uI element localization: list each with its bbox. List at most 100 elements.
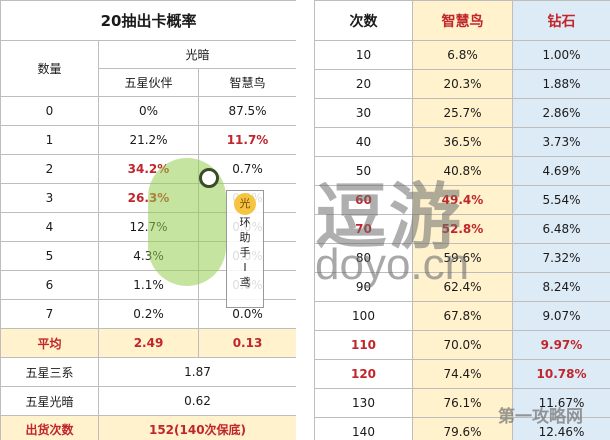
row-diamond: 1.88% [512,69,610,99]
row-bird: 25.7% [412,98,513,128]
table-row: 140 79.6% 12.46% [314,417,610,440]
table-row: 30 25.7% 2.86% [314,98,610,128]
card-probability-table: 20抽出卡概率 数量 光暗 五星伙伴 智慧鸟 0 0% 87.5% 1 21.2… [0,0,298,440]
mascot-eye-icon [199,168,219,188]
row-bird: 79.6% [412,417,513,440]
row-bird: 67.8% [412,301,513,331]
row-pulls: 60 [314,185,413,215]
table-row: 0 0% 87.5% [0,96,298,126]
row-pulls: 130 [314,388,413,418]
table-row: 2 34.2% 0.7% [0,154,298,184]
row-diamond: 4.69% [512,156,610,186]
row-diamond: 9.07% [512,301,610,331]
row-pulls: 30 [314,98,413,128]
pull-count-row: 出货次数 152(140次保底) [0,415,298,440]
diamond-header: 钻石 [512,0,610,41]
table-row: 120 74.4% 10.78% [314,359,610,389]
watermark-logo: 逗游 [315,175,464,259]
row-diamond: 6.48% [512,214,610,244]
average-row: 平均 2.49 0.13 [0,328,298,358]
summary-value: 0.62 [97,386,298,416]
row-bird: 49.4% [412,185,513,215]
row-diamond: 5.54% [512,185,610,215]
row-pulls: 10 [314,40,413,70]
helper-char: 手 [239,246,251,259]
row-count: 1 [0,125,99,155]
row-pulls: 70 [314,214,413,244]
row-five-star: 0.2% [98,299,199,329]
table-row: 1 21.2% 11.7% [0,125,298,155]
row-five-star: 21.2% [98,125,199,155]
summary-label: 五星三系 [0,357,99,387]
row-count: 7 [0,299,99,329]
row-bird: 74.4% [412,359,513,389]
row-count: 2 [0,154,99,184]
average-five-star: 2.49 [98,328,199,358]
table-gap [296,0,314,440]
row-diamond: 1.00% [512,40,610,70]
row-diamond: 9.97% [512,330,610,360]
row-bird: 87.5% [197,96,298,126]
summary-label: 五星光暗 [0,386,99,416]
row-diamond: 11.67% [512,388,610,418]
corner-watermark: 第一攻略网 [498,407,583,427]
summary-value: 1.87 [97,357,298,387]
count-header: 数量 [0,40,99,97]
row-diamond: 2.86% [512,98,610,128]
row-count: 0 [0,96,99,126]
row-bird: 52.8% [412,214,513,244]
row-diamond: 3.73% [512,127,610,157]
row-bird: 36.5% [412,127,513,157]
helper-char: 鸢 [239,276,251,289]
row-pulls: 100 [314,301,413,331]
table-row: 40 36.5% 3.73% [314,127,610,157]
row-pulls: 90 [314,272,413,302]
row-pulls: 40 [314,127,413,157]
row-diamond: 7.32% [512,243,610,273]
table-row: 130 76.1% 11.67% [314,388,610,418]
table-row: 80 59.6% 7.32% [314,243,610,273]
summary-row: 五星三系 1.87 [0,357,298,387]
row-bird: 11.7% [197,125,298,155]
row-diamond: 10.78% [512,359,610,389]
summary-row: 五星光暗 0.62 [0,386,298,416]
row-bird: 6.8% [412,40,513,70]
row-count: 3 [0,183,99,213]
pull-count-value: 152(140次保底) [97,415,298,440]
table-row: 110 70.0% 9.97% [314,330,610,360]
table-row: 20 20.3% 1.88% [314,69,610,99]
group-header: 光暗 [97,40,298,69]
table-row: 60 49.4% 5.54% [314,185,610,215]
average-label: 平均 [0,328,99,358]
helper-char: I [243,261,247,274]
row-count: 6 [0,270,99,300]
row-bird: 20.3% [412,69,513,99]
row-bird: 59.6% [412,243,513,273]
cumulative-probability-table: 次数 智慧鸟 钻石 10 6.8% 1.00% 20 20.3% 1.88% 3… [314,0,610,440]
row-bird: 62.4% [412,272,513,302]
row-diamond: 12.46% [512,417,610,440]
helper-orb-icon: 光 [234,193,256,215]
five-star-header: 五星伙伴 [98,68,199,97]
row-count: 5 [0,241,99,271]
watermark-url: doyo.cn [315,240,470,289]
row-pulls: 110 [314,330,413,360]
row-diamond: 8.24% [512,272,610,302]
row-pulls: 140 [314,417,413,440]
table-row: 70 52.8% 6.48% [314,214,610,244]
average-bird: 0.13 [197,328,298,358]
row-bird: 40.8% [412,156,513,186]
helper-panel: 光 环 助 手 I 鸢 [226,190,264,308]
row-count: 4 [0,212,99,242]
row-pulls: 80 [314,243,413,273]
row-pulls: 120 [314,359,413,389]
bird-header: 智慧鸟 [412,0,513,41]
row-five-star: 0% [98,96,199,126]
table-row: 10 6.8% 1.00% [314,40,610,70]
table-row: 90 62.4% 8.24% [314,272,610,302]
row-pulls: 20 [314,69,413,99]
row-bird: 76.1% [412,388,513,418]
helper-char: 助 [239,231,251,244]
helper-char: 环 [239,216,251,229]
bird-header: 智慧鸟 [197,68,298,97]
